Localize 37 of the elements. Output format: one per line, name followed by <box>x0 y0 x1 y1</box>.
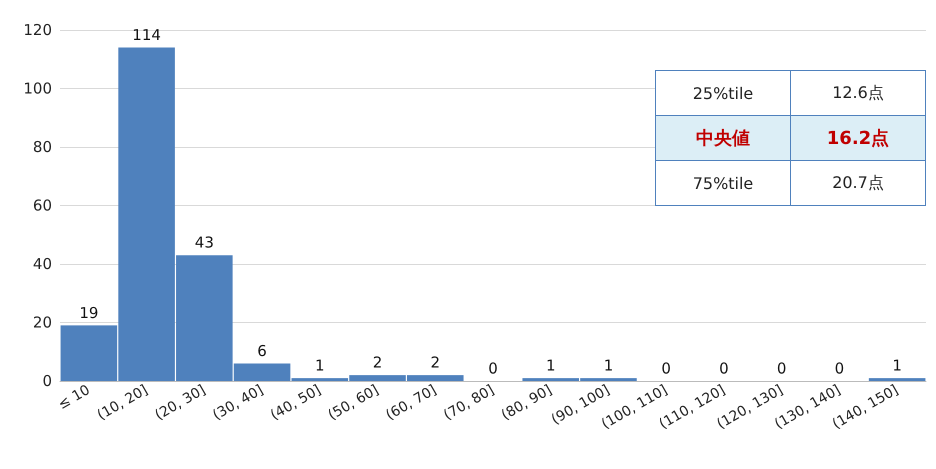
y-tick-label: 0 <box>42 372 52 390</box>
data-label: 114 <box>132 26 161 44</box>
x-tick-label: (40, 50] <box>268 382 324 424</box>
data-label: 19 <box>79 304 98 322</box>
annotation: 中央値 <box>656 116 790 160</box>
x-tick-label: ≤ 10 <box>55 382 93 413</box>
annotation: 16.2点 <box>790 116 926 160</box>
y-tick-label: 120 <box>23 21 52 39</box>
data-label: 0 <box>661 360 671 378</box>
annotation: 12.6点 <box>790 70 926 116</box>
data-label: 2 <box>430 354 440 372</box>
x-tick-label: (10, 20] <box>94 382 151 424</box>
data-label: 1 <box>892 356 902 375</box>
x-tick-label: (50, 60] <box>326 382 382 424</box>
x-tick-label: (20, 30] <box>152 382 208 424</box>
data-label: 0 <box>776 360 786 378</box>
data-label: 0 <box>719 360 729 378</box>
x-tick-label: (30, 40] <box>210 382 266 424</box>
x-tick-label: (60, 70] <box>383 382 440 424</box>
data-label: 1 <box>604 356 614 375</box>
data-label: 43 <box>194 234 214 252</box>
data-label: 0 <box>488 360 498 378</box>
data-label: 2 <box>372 354 382 372</box>
y-tick-label: 40 <box>32 255 52 273</box>
annotation: 20.7点 <box>790 160 926 206</box>
data-label: 1 <box>546 356 556 375</box>
data-label: 6 <box>257 342 267 360</box>
bar <box>868 378 926 381</box>
data-label: 0 <box>834 360 844 378</box>
y-tick-label: 60 <box>32 196 52 214</box>
x-tick-label: (70, 80] <box>441 382 497 424</box>
y-tick-label: 20 <box>32 314 52 332</box>
y-tick-label: 100 <box>23 80 52 98</box>
annotation: 25%tile <box>656 70 790 116</box>
y-tick-label: 80 <box>32 138 52 156</box>
annotation: 75%tile <box>656 160 790 206</box>
data-label: 1 <box>315 356 325 375</box>
